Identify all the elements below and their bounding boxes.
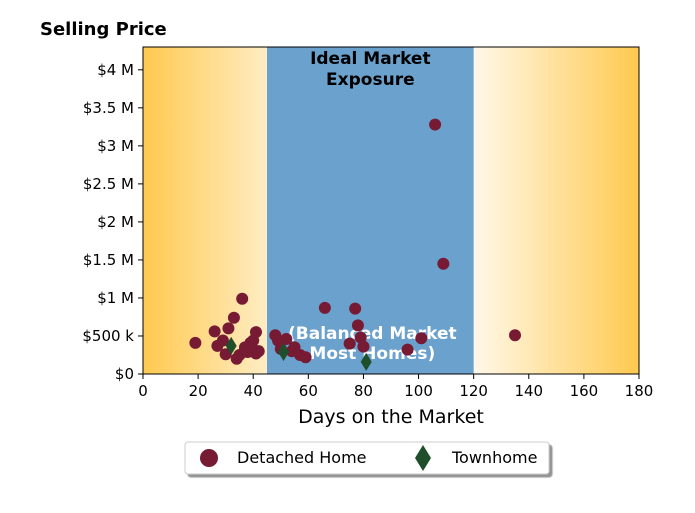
detached-home-point	[437, 257, 450, 270]
x-tick-label: 40	[244, 382, 263, 400]
x-axis: 0 20 40 60 80 100 120 140 160 180	[138, 374, 653, 400]
x-tick-label: 120	[459, 382, 488, 400]
x-tick-label: 20	[189, 382, 208, 400]
x-tick-label: 160	[570, 382, 599, 400]
townhome-point	[360, 352, 372, 371]
detached-home-point	[401, 343, 414, 356]
detached-home-point	[299, 351, 312, 364]
y-tick-label: $2 M	[97, 213, 134, 231]
x-tick-label: 80	[354, 382, 373, 400]
detached-home-point	[280, 333, 293, 346]
detached-home-point	[216, 334, 229, 347]
chart-title: Selling Price	[40, 19, 167, 40]
y-tick-label: $3 M	[97, 137, 134, 155]
y-tick-label: $3.5 M	[83, 99, 134, 117]
detached-home-point	[219, 348, 232, 361]
detached-home-point	[349, 302, 362, 315]
legend-label-townhome: Townhome	[451, 448, 537, 467]
detached-home-point	[208, 325, 221, 338]
detached-home-point	[354, 331, 367, 344]
legend-marker-detached	[200, 449, 218, 467]
y-tick-label: $4 M	[97, 61, 134, 79]
detached-home-point	[343, 337, 356, 350]
plot-frame	[142, 46, 640, 375]
band-subtitle-line-1: (Balanced Market	[288, 324, 457, 344]
detached-home-point	[227, 311, 240, 324]
legend: Detached Home Townhome	[184, 441, 550, 475]
townhome-point	[225, 336, 237, 355]
detached-home-point	[429, 118, 442, 131]
y-tick-label: $2.5 M	[83, 175, 134, 193]
ideal-exposure-band	[267, 47, 474, 374]
legend-marker-townhome	[415, 445, 431, 471]
x-tick-label: 60	[299, 382, 318, 400]
x-axis-title: Days on the Market	[298, 406, 484, 428]
detached-home-point	[318, 301, 331, 314]
band-title-line-2: Exposure	[326, 70, 415, 90]
detached-home-point	[252, 345, 265, 358]
detached-home-point	[351, 319, 364, 332]
x-tick-label: 0	[138, 382, 148, 400]
detached-home-point	[415, 332, 428, 345]
legend-label-detached: Detached Home	[237, 448, 367, 467]
detached-home-point	[247, 334, 260, 347]
x-tick-label: 180	[625, 382, 654, 400]
detached-home-point	[357, 340, 370, 353]
y-tick-label: $500 k	[82, 327, 134, 345]
x-tick-label: 140	[514, 382, 543, 400]
detached-home-point	[236, 292, 249, 305]
detached-home-point	[509, 329, 521, 342]
y-tick-label: $0	[115, 365, 134, 383]
townhome-point	[278, 342, 290, 361]
y-axis: $0 $500 k $1 M $1.5 M $2 M $2.5 M $3 M $3.5 M $4…	[82, 61, 143, 383]
band-subtitle-line-2: Most Homes)	[309, 344, 435, 364]
data-points	[189, 118, 521, 371]
legend-box	[184, 441, 550, 475]
y-tick-label: $1.5 M	[83, 251, 134, 269]
y-tick-label: $1 M	[97, 289, 134, 307]
band-title-line-1: Ideal Market	[310, 49, 431, 69]
detached-home-point	[222, 322, 235, 335]
x-tick-label: 100	[404, 382, 433, 400]
detached-home-point	[189, 336, 202, 349]
